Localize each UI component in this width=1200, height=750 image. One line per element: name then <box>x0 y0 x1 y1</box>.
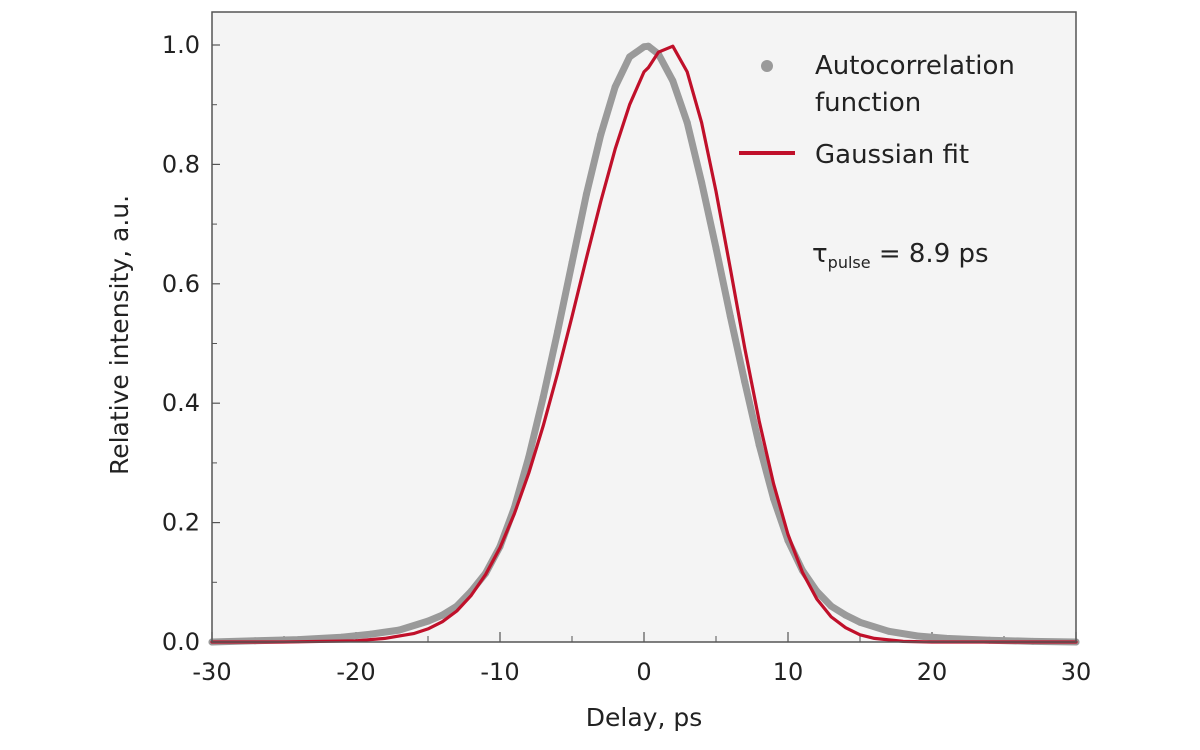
plot-background <box>212 12 1076 642</box>
autocorrelation-point <box>597 131 605 139</box>
tau-symbol: τ <box>812 239 828 269</box>
pulse-duration-annotation: τpulse = 8.9 ps <box>812 239 989 272</box>
autocorrelation-point <box>842 611 850 619</box>
autocorrelation-point <box>712 244 720 252</box>
x-axis-ticks: -30 -20 -10 0 10 20 30 <box>192 632 1091 686</box>
tau-subscript: pulse <box>828 253 871 272</box>
x-tick-label: -20 <box>336 658 375 686</box>
autocorrelation-point <box>438 611 446 619</box>
autocorrelation-point <box>770 495 778 503</box>
autocorrelation-point <box>338 633 346 641</box>
gaussian-fit-line <box>210 44 1078 644</box>
autocorrelation-point <box>395 626 403 634</box>
autocorrelation-point <box>611 83 619 91</box>
legend-label-fit: Gaussian fit <box>815 140 969 170</box>
autocorrelation-point <box>885 627 893 635</box>
y-tick-label: 0.2 <box>162 509 200 537</box>
autocorrelation-point <box>856 618 864 626</box>
x-tick-label: 10 <box>773 658 804 686</box>
autocorrelation-point <box>539 393 547 401</box>
autocorrelation-point <box>525 453 533 461</box>
x-tick-label: -30 <box>192 658 231 686</box>
legend: Autocorrelation function Gaussian fit <box>739 51 1015 170</box>
autocorrelation-point <box>741 378 749 386</box>
legend-label-autocorrelation-line1: Autocorrelation <box>815 51 1015 81</box>
plot-frame <box>211 11 1077 643</box>
y-tick-label: 0.6 <box>162 270 200 298</box>
legend-marker-autocorrelation <box>761 60 773 72</box>
autocorrelation-point <box>669 77 677 85</box>
autocorrelation-point <box>554 328 562 336</box>
autocorrelation-point <box>568 259 576 267</box>
y-tick-label: 1.0 <box>162 31 200 59</box>
x-tick-label: -10 <box>480 658 519 686</box>
autocorrelation-point <box>942 634 950 642</box>
legend-label-autocorrelation-line2: function <box>815 88 921 118</box>
pulse-value: = 8.9 ps <box>871 239 989 269</box>
autocorrelation-point <box>626 53 634 61</box>
y-axis-title: Relative intensity, a.u. <box>105 195 134 475</box>
autocorrelation-point <box>644 42 652 50</box>
x-tick-label: 30 <box>1061 658 1092 686</box>
autocorrelation-point <box>827 602 835 610</box>
autocorrelation-point <box>683 119 691 127</box>
x-axis-title: Delay, ps <box>586 703 702 732</box>
gaussian-fit-series <box>210 44 1078 644</box>
x-tick-label: 0 <box>636 658 651 686</box>
y-tick-label: 0.8 <box>162 150 200 178</box>
y-tick-label: 0.0 <box>162 628 200 656</box>
y-tick-label: 0.4 <box>162 389 200 417</box>
autocorrelation-point <box>582 190 590 198</box>
autocorrelation-point <box>366 630 374 638</box>
autocorrelation-point <box>726 313 734 321</box>
autocorrelation-point <box>755 441 763 449</box>
y-axis-ticks: 0.0 0.2 0.4 0.6 0.8 1.0 <box>162 31 220 656</box>
x-tick-label: 20 <box>917 658 948 686</box>
autocorrelation-point <box>424 617 432 625</box>
autocorrelation-point <box>698 178 706 186</box>
autocorrelation-point <box>914 632 922 640</box>
